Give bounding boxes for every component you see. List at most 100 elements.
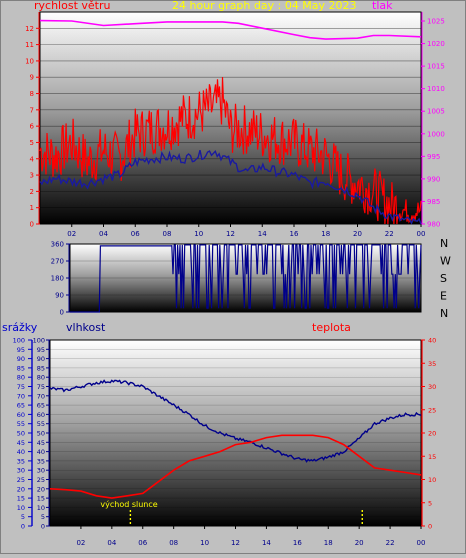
humidity-tick-label: 0 [41,523,45,531]
rain-tick-label: 95 [17,346,25,354]
y-left-tick-label: 4 [30,155,35,163]
temperature-tick-label: 0 [428,523,432,531]
x-tick-label: 04 [99,230,108,238]
x-tick-label: 16 [290,230,299,238]
rain-tick-label: 60 [17,411,25,419]
y-tick-label: 360 [51,241,64,249]
compass-letter: N [440,237,448,250]
y-left-tick-label: 0 [30,221,34,229]
series-pressure [39,19,422,40]
x-tick-label: 04 [107,539,116,547]
humidity-tick-label: 35 [37,457,45,465]
temperature-tick-label: 15 [428,453,436,461]
wind-pressure-chart: 0123456789101112980985990995100010051010… [25,12,445,238]
rain-tick-label: 55 [17,420,25,428]
rain-tick-label: 15 [17,495,25,503]
x-tick-label: 08 [169,539,178,547]
rain-tick-label: 65 [17,402,25,410]
humidity-tick-label: 20 [37,485,45,493]
humidity-tick-label: 25 [37,476,45,484]
wind-axis-label: rychlost větru [34,0,110,12]
y-left-tick-label: 12 [25,25,34,33]
rain-tick-label: 70 [17,392,25,400]
rain-axis-label: srážky [2,321,38,334]
temperature-tick-label: 30 [428,383,436,391]
humidity-tick-label: 100 [33,337,45,345]
rain-tick-label: 35 [17,457,25,465]
rain-tick-label: 20 [17,485,25,493]
x-tick-label: 00 [417,539,426,547]
x-tick-label: 10 [194,230,203,238]
x-tick-label: 08 [163,230,172,238]
x-tick-label: 22 [386,539,395,547]
y-left-tick-label: 7 [30,106,34,114]
x-tick-label: 10 [200,539,209,547]
humidity-temp-panel-background [49,339,422,527]
x-tick-label: 20 [353,230,362,238]
humidity-tick-label: 10 [37,504,45,512]
temperature-tick-label: 25 [428,406,436,414]
humidity-tick-label: 90 [37,355,45,363]
x-tick-label: 16 [293,539,302,547]
x-tick-label: 02 [76,539,85,547]
y-tick-label: 0 [60,309,64,317]
compass-letter: E [440,290,447,303]
humidity-tick-label: 45 [37,439,45,447]
y-right-tick-label: 1000 [427,130,445,138]
rain-tick-label: 40 [17,448,25,456]
y-right-tick-label: 1010 [427,85,445,93]
series-wind-gust [39,77,422,225]
sunrise-label: východ slunce [100,500,157,509]
y-right-tick-label: 985 [427,198,440,206]
humidity-tick-label: 50 [37,430,45,438]
y-right-tick-label: 1025 [427,18,445,26]
compass-letter: N [440,307,448,320]
chart-title: 24 hour graph day : 04 May 2023 [172,0,357,12]
y-right-tick-label: 1020 [427,40,445,48]
y-tick-label: 270 [51,258,64,266]
x-tick-label: 12 [231,539,240,547]
x-tick-label: 00 [417,230,426,238]
humidity-tick-label: 65 [37,402,45,410]
y-right-tick-label: 995 [427,153,440,161]
rain-tick-label: 50 [17,430,25,438]
temperature-tick-label: 35 [428,360,436,368]
rain-tick-label: 75 [17,383,25,391]
rain-tick-label: 30 [17,467,25,475]
rain-tick-label: 90 [17,355,25,363]
humidity-tick-label: 60 [37,411,45,419]
humidity-tick-label: 75 [37,383,45,391]
temperature-tick-label: 40 [428,337,436,345]
rain-tick-label: 45 [17,439,25,447]
temperature-tick-label: 10 [428,476,436,484]
humidity-tick-label: 80 [37,374,45,382]
x-tick-label: 22 [385,230,394,238]
y-left-tick-label: 9 [30,74,34,82]
series-wind-average [39,149,422,225]
rain-tick-label: 5 [21,513,25,521]
x-tick-label: 06 [138,539,147,547]
temperature-tick-label: 20 [428,430,436,438]
y-left-tick-label: 5 [30,139,34,147]
y-tick-label: 90 [55,292,64,300]
y-right-tick-label: 1015 [427,63,445,71]
humidity-temp-chart: 0510152025303540455055606570758085909510… [13,337,437,548]
temperature-axis-label: teplota [312,321,351,334]
x-tick-label: 06 [131,230,140,238]
y-left-tick-label: 11 [25,41,34,49]
x-tick-label: 20 [355,539,364,547]
humidity-tick-label: 95 [37,346,45,354]
humidity-tick-label: 5 [41,513,45,521]
humidity-tick-label: 55 [37,420,45,428]
x-tick-label: 14 [262,539,271,547]
humidity-tick-label: 70 [37,392,45,400]
y-right-tick-label: 990 [427,175,440,183]
rain-tick-label: 10 [17,504,25,512]
y-left-tick-label: 10 [25,57,34,65]
rain-tick-label: 80 [17,374,25,382]
rain-tick-label: 100 [13,337,25,345]
series-wind-direction [70,244,422,313]
compass-letter: W [440,255,451,268]
